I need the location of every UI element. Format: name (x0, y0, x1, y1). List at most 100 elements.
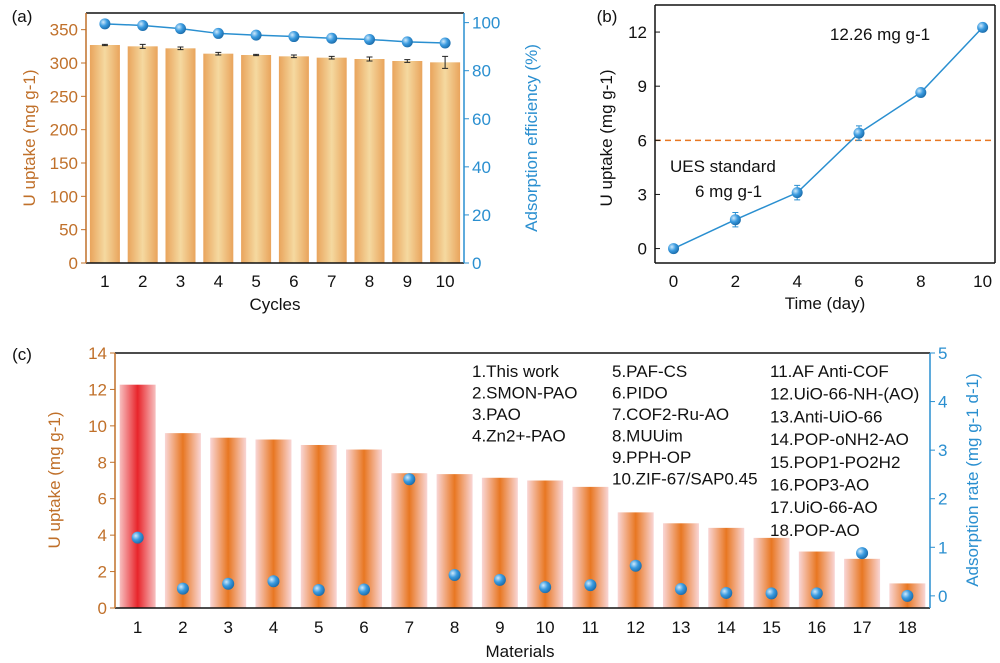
error-bar-a (366, 56, 373, 62)
legend-item: 16.POP3-AO (770, 476, 869, 495)
bar-a (430, 62, 461, 264)
x-tick-c: 11 (582, 618, 600, 637)
annotation-ues: UES standard (670, 157, 776, 176)
annotation-ues-value: 6 mg g-1 (695, 182, 762, 201)
y2-tick-c: 1 (938, 538, 947, 557)
x-tick-a: 6 (289, 272, 298, 291)
bar-a (203, 53, 234, 263)
y-label-a: U uptake (mg g-1) (20, 70, 39, 207)
point-efficiency (137, 20, 149, 31)
point-uptake-time (977, 21, 989, 33)
legend-item: 9.PPH-OP (612, 448, 691, 467)
point-rate (765, 587, 778, 600)
point-rate (901, 589, 914, 602)
point-rate (358, 583, 371, 596)
point-rate (720, 586, 733, 599)
legend-item: 5.PAF-CS (612, 362, 687, 381)
x-tick-a: 2 (138, 272, 147, 291)
point-efficiency (288, 31, 300, 43)
y-tick-c: 0 (98, 599, 107, 618)
x-tick-c: 8 (450, 618, 459, 637)
y-tick-c: 14 (88, 344, 107, 363)
bar-c (844, 558, 881, 608)
error-bar-a (101, 43, 108, 47)
point-rate (674, 583, 687, 596)
point-rate (312, 584, 325, 597)
legend-item: 8.MUUim (612, 427, 683, 446)
panel-label-a: (a) (12, 7, 33, 26)
x-tick-a: 4 (214, 272, 223, 291)
legend-item: 15.POP1-PO2H2 (770, 453, 900, 472)
legend-item: 17.UiO-66-AO (770, 498, 878, 517)
x-tick-c: 5 (314, 618, 323, 637)
legend-item: 3.PAO (472, 405, 521, 424)
x-tick-b: 8 (916, 272, 925, 291)
point-rate (131, 531, 144, 544)
x-tick-b: 10 (973, 272, 992, 291)
x-tick-c: 4 (269, 618, 278, 637)
bar-a (316, 57, 347, 263)
legend-item: 4.Zn2+-PAO (472, 427, 566, 446)
legend-item: 12.UiO-66-NH-(AO) (770, 385, 919, 404)
y2-tick-c: 3 (938, 441, 947, 460)
y2-tick-c: 0 (938, 587, 947, 606)
x-tick-a: 3 (176, 272, 185, 291)
y-tick-a: 100 (50, 187, 78, 206)
x-tick-c: 7 (405, 618, 414, 637)
x-tick-a: 5 (251, 272, 260, 291)
error-bar-a (404, 59, 411, 63)
x-tick-b: 4 (792, 272, 801, 291)
x-tick-c: 14 (717, 618, 736, 637)
point-uptake-time (729, 214, 741, 226)
bar-a (354, 59, 385, 263)
point-uptake-time (853, 127, 865, 139)
point-efficiency (326, 32, 338, 44)
point-rate (403, 473, 416, 486)
y-tick-a: 50 (59, 221, 78, 240)
x-tick-c: 17 (853, 618, 872, 637)
y-tick-a: 350 (50, 21, 78, 40)
point-uptake-time (791, 187, 803, 199)
point-rate (856, 547, 869, 560)
legend-item: 11.AF Anti-COF (770, 362, 889, 381)
x-tick-c: 18 (898, 618, 917, 637)
x-tick-c: 13 (672, 618, 691, 637)
y-tick-b: 6 (638, 131, 647, 150)
panel-label-b: (b) (597, 7, 618, 26)
y-tick-b: 0 (638, 240, 647, 259)
bar-c (300, 444, 337, 608)
point-rate (539, 581, 552, 594)
bar-c (346, 449, 383, 608)
point-efficiency (250, 29, 262, 41)
x-tick-b: 0 (669, 272, 678, 291)
y2-tick-a: 40 (472, 158, 491, 177)
x-tick-c: 1 (133, 618, 142, 637)
bar-c (119, 384, 156, 608)
annotation-max: 12.26 mg g-1 (830, 25, 930, 44)
y-tick-c: 4 (98, 526, 107, 545)
point-rate (810, 587, 823, 600)
y2-tick-c: 4 (938, 393, 947, 412)
error-bar-a (442, 55, 449, 69)
y-tick-a: 300 (50, 54, 78, 73)
x-tick-a: 8 (365, 272, 374, 291)
point-uptake-time (668, 243, 680, 255)
legend-item: 1.This work (472, 362, 559, 381)
point-efficiency (99, 18, 111, 30)
y-tick-a: 250 (50, 87, 78, 106)
error-bar-a (139, 43, 146, 49)
error-bar-a (290, 54, 297, 59)
y2-tick-c: 2 (938, 490, 947, 509)
error-bar-a (253, 53, 260, 57)
x-label-b: Time (day) (785, 294, 866, 313)
x-tick-c: 15 (762, 618, 781, 637)
point-rate (584, 579, 597, 592)
line-uptake-time (673, 26, 984, 250)
bar-a (165, 48, 196, 264)
y-tick-b: 12 (628, 23, 647, 42)
y-label-c: U uptake (mg g-1) (45, 412, 64, 549)
x-tick-a: 1 (100, 272, 109, 291)
point-efficiency (364, 33, 375, 45)
y-tick-a: 150 (50, 154, 78, 173)
x-tick-b: 2 (731, 272, 740, 291)
